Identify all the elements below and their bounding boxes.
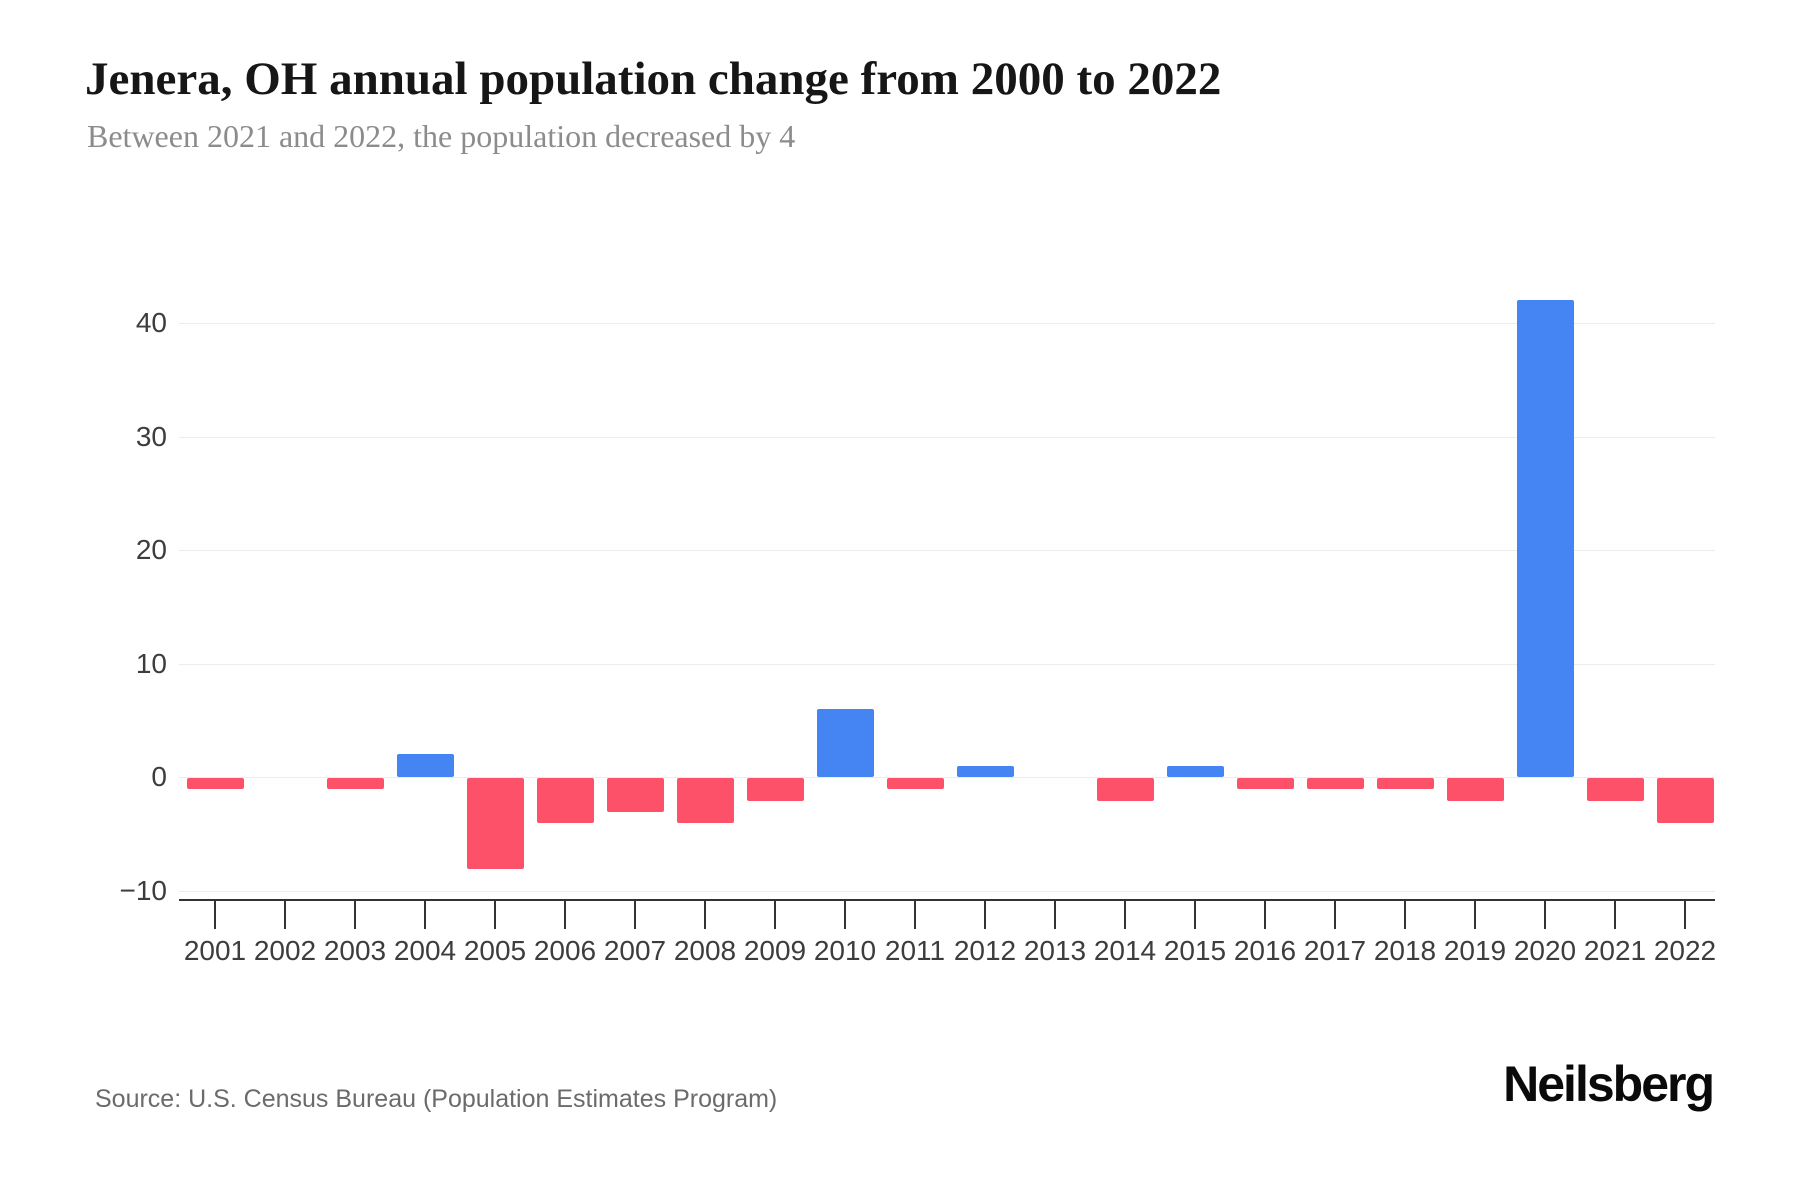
y-axis-label: 40 (135, 307, 167, 338)
bar-2004 (397, 754, 454, 777)
y-axis-label: 20 (135, 534, 167, 565)
bar-2016 (1237, 778, 1294, 789)
x-axis-tick (1614, 901, 1616, 929)
x-axis-tick (494, 901, 496, 929)
x-axis-label: 2006 (533, 935, 597, 966)
x-axis-label: 2022 (1653, 935, 1717, 966)
x-axis-label: 2007 (603, 935, 667, 966)
bar-chart-plot: 40 30 20 10 0 −10 2001 2002 2003 2004 2005 2006 2007… (119, 300, 1717, 966)
x-axis-label: 2016 (1233, 935, 1297, 966)
x-axis-tick (704, 901, 706, 929)
x-axis-label: 2020 (1513, 935, 1577, 966)
x-axis-tick (1544, 901, 1546, 929)
bar-2018 (1377, 778, 1434, 789)
y-axis-label: 0 (151, 761, 167, 792)
bar-2006 (537, 778, 594, 823)
bar-2014 (1097, 778, 1154, 801)
grid-line (179, 777, 1715, 778)
bar-2020 (1517, 300, 1574, 777)
bar-2009 (747, 778, 804, 801)
grid-line (179, 437, 1715, 438)
neilsberg-logo: Neilsberg (1503, 1056, 1715, 1112)
x-axis-tick (214, 901, 216, 929)
x-axis-label: 2010 (813, 935, 877, 966)
x-axis-label: 2021 (1583, 935, 1647, 966)
y-axis-label: 10 (135, 648, 167, 679)
x-axis-tick (1054, 901, 1056, 929)
x-axis-label: 2017 (1303, 935, 1367, 966)
x-axis-label: 2004 (393, 935, 457, 966)
x-axis-tick (1474, 901, 1476, 929)
x-axis-label: 2014 (1093, 935, 1157, 966)
x-axis-tick (564, 901, 566, 929)
x-axis-tick (1404, 901, 1406, 929)
x-axis-label: 2009 (743, 935, 807, 966)
bar-2022 (1657, 778, 1714, 823)
bar-2019 (1447, 778, 1504, 801)
x-axis-tick (984, 901, 986, 929)
x-axis-tick (354, 901, 356, 929)
x-axis-line (179, 899, 1715, 901)
grid-line (179, 891, 1715, 892)
x-axis-label: 2002 (253, 935, 317, 966)
bar-2011 (887, 778, 944, 789)
bar-2010 (817, 709, 874, 777)
y-axis-label: −10 (119, 875, 168, 906)
grid-line (179, 664, 1715, 665)
x-axis-label: 2008 (673, 935, 737, 966)
x-axis-tick (774, 901, 776, 929)
x-axis-label: 2018 (1373, 935, 1437, 966)
x-axis-tick (1684, 901, 1686, 929)
x-axis-tick (1264, 901, 1266, 929)
bar-2017 (1307, 778, 1364, 789)
x-axis-tick (1124, 901, 1126, 929)
x-axis-label: 2005 (463, 935, 527, 966)
bar-2001 (187, 778, 244, 789)
chart-subtitle: Between 2021 and 2022, the population de… (87, 118, 796, 154)
x-axis-tick (1334, 901, 1336, 929)
chart-title: Jenera, OH annual population change from… (85, 53, 1222, 105)
x-axis-label: 2013 (1023, 935, 1087, 966)
grid-line (179, 550, 1715, 551)
source-note: Source: U.S. Census Bureau (Population E… (95, 1085, 778, 1113)
x-axis-tick (844, 901, 846, 929)
bar-2012 (957, 766, 1014, 777)
bar-2005 (467, 778, 524, 869)
bar-2007 (607, 778, 664, 812)
x-axis-label: 2001 (183, 935, 247, 966)
bar-2021 (1587, 778, 1644, 801)
x-axis-tick (914, 901, 916, 929)
bar-2008 (677, 778, 734, 823)
grid-line (179, 323, 1715, 324)
x-axis-label: 2012 (953, 935, 1017, 966)
x-axis-tick (1194, 901, 1196, 929)
x-axis-label: 2011 (884, 935, 946, 966)
x-axis-label: 2015 (1163, 935, 1227, 966)
x-axis-label: 2019 (1443, 935, 1507, 966)
x-axis-label: 2003 (323, 935, 387, 966)
x-axis-tick (284, 901, 286, 929)
bar-2003 (327, 778, 384, 789)
bar-2015 (1167, 766, 1224, 777)
x-axis-tick (424, 901, 426, 929)
x-axis-tick (634, 901, 636, 929)
y-axis-label: 30 (135, 421, 167, 452)
